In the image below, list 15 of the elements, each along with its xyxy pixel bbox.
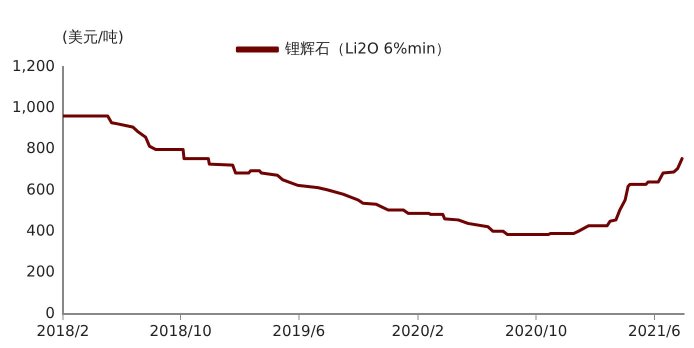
x-tick-label: 2020/2: [392, 322, 444, 340]
y-tick-label: 600: [26, 180, 55, 198]
x-tick-label: 2018/2: [36, 322, 90, 340]
y-tick-label: 800: [26, 139, 55, 158]
x-tick-label: 2020/10: [504, 322, 568, 340]
y-axis-title: (美元/吨): [62, 28, 124, 47]
y-tick-label: 400: [26, 222, 55, 240]
x-tick-label: 2019/6: [272, 322, 326, 340]
x-tick-label: 2018/10: [149, 322, 212, 340]
legend-label: 锂辉石（Li2O 6%min）: [284, 39, 451, 58]
y-tick-label: 1,200: [12, 56, 55, 75]
y-tick-label: 1,000: [12, 98, 55, 116]
y-tick-label: 200: [26, 262, 55, 281]
y-tick-label: 0: [45, 304, 55, 322]
x-tick-label: 2021/6: [628, 322, 681, 340]
